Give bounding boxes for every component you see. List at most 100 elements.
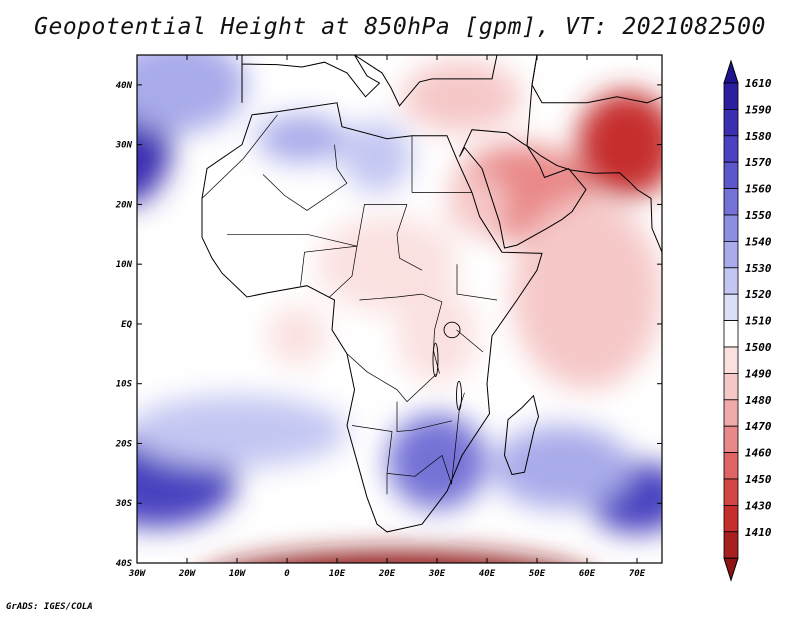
border-car-congo bbox=[359, 293, 443, 303]
field-indian-high-belt bbox=[492, 425, 632, 510]
colorbar-label: 1520 bbox=[745, 288, 772, 301]
lon-tick-label: 50E bbox=[529, 569, 546, 579]
lon-tick-label: 70E bbox=[629, 569, 646, 579]
border-algeria-mali bbox=[262, 174, 347, 211]
colorbar-arrow-high bbox=[723, 59, 739, 84]
border-angola-drc bbox=[346, 353, 438, 403]
field-east-africa-low bbox=[397, 288, 477, 384]
lake-tanganyika bbox=[432, 342, 439, 377]
field-south-atlantic-belt bbox=[137, 395, 347, 468]
colorbar-label: 1510 bbox=[745, 315, 772, 328]
colorbar-label: 1550 bbox=[745, 209, 772, 222]
colorbar-label: 1430 bbox=[745, 499, 772, 512]
field-mediterranean-low bbox=[402, 60, 522, 133]
lat-tick-label: 10N bbox=[116, 260, 133, 270]
colorbar-swatch bbox=[723, 161, 739, 189]
colorbar-label: 1500 bbox=[745, 341, 772, 354]
colorbar-label: 1450 bbox=[745, 473, 772, 486]
colorbar-label: 1590 bbox=[745, 103, 772, 116]
border-nigeria bbox=[300, 245, 358, 298]
colorbar-label: 1460 bbox=[745, 447, 772, 460]
colorbar-label: 1540 bbox=[745, 235, 772, 248]
lon-tick-label: 30E bbox=[428, 569, 446, 579]
lon-tick-label: 60E bbox=[579, 569, 596, 579]
coast-madagascar bbox=[503, 394, 540, 476]
colorbar-swatch bbox=[723, 372, 739, 401]
colorbar-swatch bbox=[723, 188, 739, 216]
colorbar-swatch bbox=[723, 293, 739, 322]
border-algeria-libya bbox=[334, 144, 348, 184]
colorbar-label: 1560 bbox=[745, 183, 772, 196]
lon-tick-label: 40E bbox=[479, 569, 496, 579]
lat-tick-label: 20S bbox=[115, 439, 133, 449]
colorbar-swatch bbox=[723, 346, 739, 374]
lon-tick-label: 20E bbox=[378, 569, 396, 579]
field-sahara-high bbox=[257, 114, 347, 163]
border-maghreb bbox=[201, 114, 278, 199]
border-chad-sudan bbox=[396, 204, 423, 271]
field-southern-africa-high bbox=[387, 413, 487, 510]
colorbar-swatch bbox=[723, 320, 739, 348]
colorbar-swatch bbox=[723, 452, 739, 480]
coast-europe-asia bbox=[241, 55, 662, 107]
colorbar-swatch bbox=[723, 478, 739, 506]
colorbar-swatch bbox=[723, 504, 739, 533]
colorbar-swatch bbox=[723, 267, 739, 295]
colorbar-swatch bbox=[723, 214, 739, 242]
colorbar-swatch bbox=[723, 135, 739, 163]
border-kenya-tanzania bbox=[456, 329, 484, 353]
coast-africa bbox=[201, 102, 543, 533]
border-mozambique bbox=[451, 392, 465, 485]
colorbar-swatch bbox=[723, 240, 739, 269]
field-libya-high bbox=[342, 120, 412, 193]
border-south-africa-north bbox=[386, 454, 452, 485]
colorbar-label: 1410 bbox=[745, 526, 772, 539]
field-gulf-guinea-low bbox=[267, 306, 327, 366]
lat-tick-label: 20N bbox=[115, 200, 133, 210]
lat-tick-label: 30N bbox=[115, 141, 133, 151]
colorbar-label: 1570 bbox=[745, 156, 772, 169]
map-title: Geopotential Height at 850hPa [gpm], VT:… bbox=[34, 14, 766, 40]
lat-tick-label: 30S bbox=[115, 499, 133, 509]
lon-tick-label: 10E bbox=[329, 569, 346, 579]
country-borders bbox=[201, 114, 498, 495]
colorbar-swatch bbox=[723, 82, 739, 110]
border-sahel-north bbox=[227, 204, 407, 247]
lon-tick-label: 0 bbox=[284, 569, 290, 579]
lat-tick-label: 40N bbox=[116, 81, 133, 91]
border-namibia-south bbox=[351, 425, 393, 495]
coast-arabia bbox=[459, 129, 587, 249]
colorbar-label: 1530 bbox=[745, 262, 772, 275]
lake-victoria bbox=[443, 321, 461, 339]
colorbar-legend: 1610 1590 1580 1570 1560 1550 1540 1530 1520 1510… bbox=[723, 59, 772, 582]
lat-tick-label: 10S bbox=[116, 380, 133, 390]
map-frame bbox=[136, 54, 663, 564]
lat-tick-label: EQ bbox=[121, 320, 132, 330]
colorbar-arrow-low bbox=[723, 557, 739, 582]
coastlines bbox=[201, 55, 662, 533]
field-n-atlantic-high bbox=[137, 55, 247, 133]
grads-credit: GrADS: IGES/COLA bbox=[6, 602, 93, 612]
field-iran-low bbox=[577, 90, 662, 199]
border-sudan-ethiopia bbox=[456, 264, 498, 301]
colorbar-label: 1610 bbox=[745, 77, 772, 90]
field-southern-ocean-low bbox=[248, 551, 546, 563]
field-central-africa-low bbox=[317, 216, 457, 312]
colorbar-swatch bbox=[723, 109, 739, 137]
geopotential-field bbox=[137, 55, 662, 563]
lon-tick-label: 30W bbox=[128, 569, 147, 579]
field-indian-ocean-low bbox=[512, 198, 662, 390]
colorbar-label: 1480 bbox=[745, 394, 772, 407]
colorbar-label: 1580 bbox=[745, 130, 772, 143]
colorbar-label: 1490 bbox=[745, 367, 772, 380]
border-drc-east bbox=[433, 301, 443, 374]
coast-iran-india bbox=[526, 55, 662, 253]
lon-tick-label: 20W bbox=[178, 569, 197, 579]
border-zambia-south bbox=[396, 401, 453, 432]
map-axes: 30W 20W 10W 0 10E 20E 30E 40E 50E 60E 70E 40N 30N 20N… bbox=[115, 55, 662, 579]
lat-tick-label: 40S bbox=[116, 559, 133, 569]
colorbar-label: 1470 bbox=[745, 420, 772, 433]
colorbar-swatch bbox=[723, 399, 739, 427]
colorbar-swatch bbox=[723, 531, 739, 559]
